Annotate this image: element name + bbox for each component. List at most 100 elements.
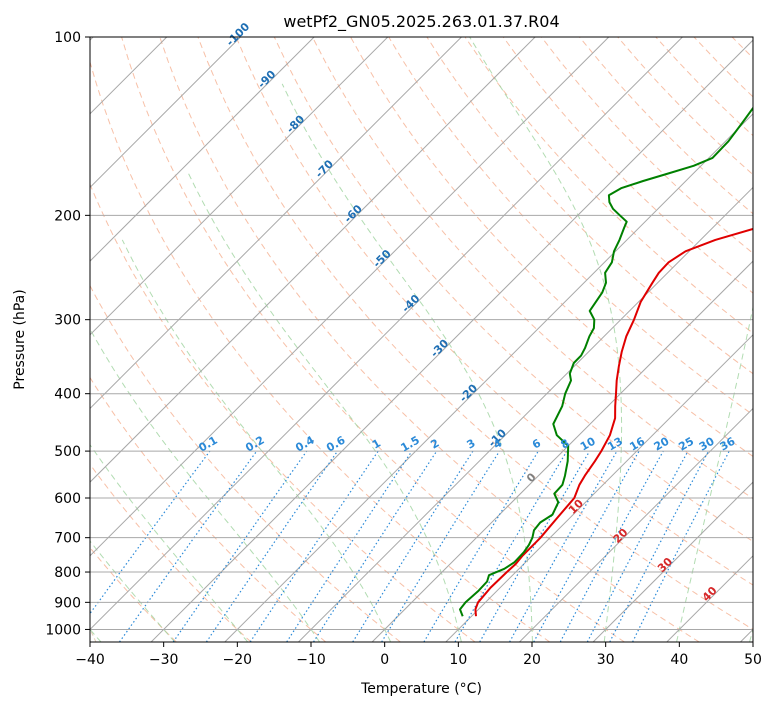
dry-adiabat (197, 37, 753, 630)
isotherm (90, 37, 683, 631)
y-tick-label: 200 (54, 208, 81, 224)
isotherm (150, 39, 753, 642)
plot-frame (89, 36, 754, 643)
isotherm (90, 37, 241, 189)
dry-adiabat (90, 463, 252, 642)
mixing-ratio-line (509, 450, 618, 642)
dewpoint-line (459, 106, 753, 617)
isotherm (90, 37, 462, 410)
dry-adiabat (90, 182, 476, 642)
y-tick-label: 700 (54, 531, 81, 547)
mixing-ratio-line (352, 450, 474, 642)
sounding-curves (459, 106, 753, 617)
x-tick-label: 20 (523, 652, 541, 668)
dry-adiabat (388, 37, 753, 416)
x-tick-label: −20 (223, 652, 253, 668)
y-tick-label: 300 (54, 313, 81, 329)
isotherm (519, 407, 753, 642)
moist-adiabat (90, 628, 102, 642)
isotherm-label: -20 (457, 381, 480, 404)
dry-adiabat (502, 37, 753, 294)
mixing-ratio-line (119, 450, 258, 642)
mixing-ratio-line (286, 450, 413, 642)
mixing-ratio-label: 2 (428, 437, 441, 452)
y-axis-ticks: 100 200 300 400 500 600 700 800 900 1000 (45, 30, 90, 638)
x-tick-label: −40 (75, 652, 105, 668)
moist-adiabat (676, 304, 753, 642)
dry-adiabat (311, 37, 753, 500)
background-lines (90, 37, 775, 642)
isotherm-label: -60 (342, 202, 365, 225)
dry-adiabat (159, 37, 700, 642)
isotherm-label: 10 (566, 497, 586, 517)
moist-adiabat (90, 443, 249, 642)
y-tick-label: 500 (54, 444, 81, 460)
isotherm-label: -30 (428, 337, 451, 360)
x-tick-label: −10 (296, 652, 326, 668)
y-tick-label: 600 (54, 491, 81, 507)
isotherm (90, 37, 536, 483)
isotherm (666, 555, 753, 642)
x-tick-label: 0 (380, 652, 389, 668)
moist-adiabat (90, 540, 176, 642)
mixing-ratio-line (249, 450, 379, 642)
mixing-ratio-line (559, 450, 664, 642)
x-tick-label: 10 (449, 652, 467, 668)
mixing-ratio-line (423, 450, 539, 642)
isotherm-label: -80 (284, 112, 307, 135)
isotherm (740, 628, 753, 642)
dry-adiabat (90, 284, 401, 642)
dry-adiabat (617, 37, 753, 176)
mixing-ratio-label: 6 (530, 436, 543, 451)
isotherm (445, 334, 753, 642)
mixing-ratio-line (90, 450, 211, 615)
mixing-ratio-line (172, 450, 308, 642)
dry-adiabat (350, 37, 753, 458)
y-axis-label: Pressure (hPa) (12, 289, 28, 389)
isotherm (90, 37, 389, 336)
isotherm-label: -50 (370, 247, 393, 270)
isotherm-label: -40 (399, 292, 422, 315)
y-tick-label: 100 (54, 30, 81, 46)
moist-adiabat (469, 37, 623, 642)
dry-adiabat (770, 37, 775, 642)
mixing-ratio-line (205, 450, 338, 642)
dry-adiabat (90, 60, 551, 642)
mixing-ratio-line (381, 450, 501, 642)
moist-adiabat (121, 239, 392, 642)
y-tick-label: 800 (54, 565, 81, 581)
chart-title: wetPf2_GN05.2025.263.01.37.R04 (283, 12, 559, 32)
isotherm (298, 186, 753, 642)
isotherm-label: -70 (313, 157, 336, 180)
temperature-line (474, 227, 753, 617)
dry-adiabat (693, 37, 753, 98)
isotherm (90, 37, 610, 557)
moist-adiabat (188, 173, 462, 642)
pressure-gridlines (90, 37, 753, 630)
dry-adiabat (121, 37, 625, 642)
x-tick-label: 50 (744, 652, 762, 668)
mixing-ratio-label: 3 (465, 437, 478, 452)
dry-adiabat (464, 37, 753, 334)
dry-adiabat (655, 37, 753, 137)
x-axis-ticks: −40 −30 −20 −10 0 10 20 30 40 50 (75, 642, 762, 668)
mixing-ratio-line (312, 450, 438, 642)
isotherm (90, 37, 315, 262)
x-tick-label: 30 (597, 652, 615, 668)
x-axis-label: Temperature (°C) (360, 681, 482, 697)
isotherm (224, 113, 753, 642)
x-tick-label: −30 (149, 652, 179, 668)
moist-adiabat (281, 83, 533, 642)
dry-adiabat (273, 37, 753, 543)
isotherm-label: 40 (700, 584, 720, 604)
dry-adiabat (235, 37, 753, 586)
mixing-ratio-line (454, 450, 568, 642)
y-tick-label: 400 (54, 387, 81, 403)
y-tick-label: 1000 (45, 622, 81, 638)
dry-adiabat (90, 376, 327, 642)
isotherm (371, 260, 753, 642)
mixing-ratio-line (533, 450, 640, 642)
isotherm-label: 20 (611, 526, 631, 546)
dry-adiabat (541, 37, 753, 254)
